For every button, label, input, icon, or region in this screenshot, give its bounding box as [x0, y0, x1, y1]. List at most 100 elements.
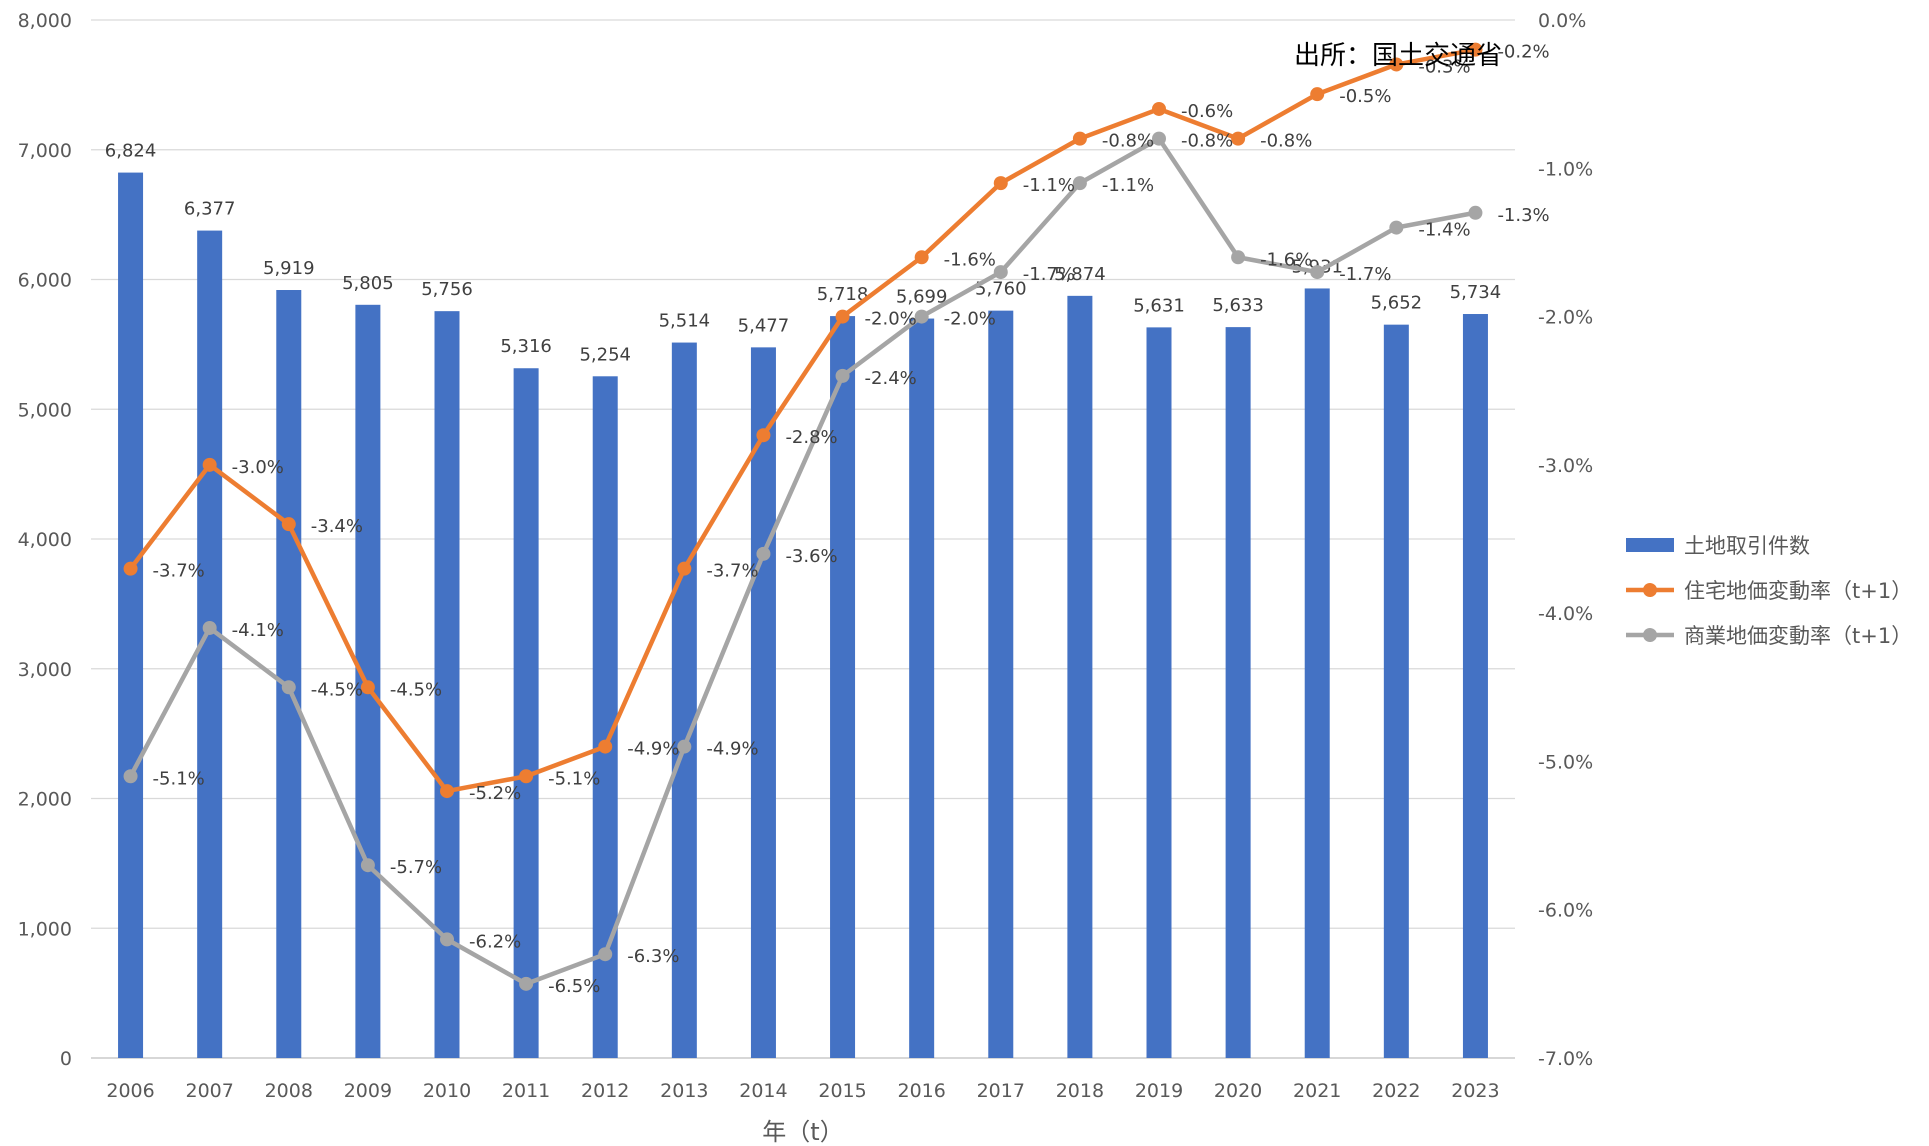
- line-point: [202, 457, 217, 472]
- line-label: -5.1%: [153, 768, 205, 789]
- x-tick-label: 2023: [1451, 1080, 1499, 1102]
- right-axis-ticks: -7.0% -6.0% -5.0% -4.0% -3.0% -2.0% -1.0% 0.0%: [1538, 10, 1593, 1070]
- line-label: -5.7%: [390, 857, 442, 878]
- line-label: -0.8%: [1102, 131, 1154, 152]
- line-point: [1468, 205, 1483, 220]
- line-label: -3.4%: [311, 516, 363, 537]
- bar-data-labels: 6,824 6,377 5,919 5,805 5,756 5,316 5,254 5,514…: [105, 141, 1501, 366]
- line-label: -1.4%: [1418, 220, 1470, 241]
- line-label: -4.9%: [627, 739, 679, 760]
- line-residential-land-price: [128, 47, 1478, 794]
- line-point: [1231, 250, 1246, 265]
- bar: [118, 172, 144, 1058]
- line-label: -1.3%: [1497, 205, 1549, 226]
- line-point: [1072, 176, 1087, 191]
- bar-label: 5,254: [579, 344, 631, 365]
- x-tick-label: 2011: [502, 1080, 550, 1102]
- left-tick-label: 7,000: [18, 140, 72, 162]
- x-tick-label: 2021: [1293, 1080, 1341, 1102]
- x-tick-label: 2014: [739, 1080, 787, 1102]
- line-point: [598, 947, 613, 962]
- line-label: -1.7%: [1023, 264, 1075, 285]
- left-tick-label: 5,000: [18, 399, 72, 421]
- line-label: -5.2%: [469, 783, 521, 804]
- right-tick-label: -5.0%: [1538, 751, 1593, 773]
- bar-label: 5,760: [975, 279, 1027, 300]
- line-series: [123, 42, 1483, 991]
- legend-label: 商業地価変動率（t+1）: [1684, 624, 1912, 648]
- left-tick-label: 8,000: [18, 10, 72, 32]
- line-point: [756, 428, 771, 443]
- line-point: [835, 309, 850, 324]
- line-label: -2.8%: [785, 427, 837, 448]
- line-point: [519, 769, 534, 784]
- x-tick-label: 2008: [265, 1080, 313, 1102]
- line-label: -3.6%: [785, 546, 837, 567]
- right-tick-label: 0.0%: [1538, 10, 1586, 32]
- bar-label: 5,718: [817, 284, 869, 305]
- line-label: -0.2%: [1497, 42, 1549, 63]
- line-point: [677, 739, 692, 754]
- bar-label: 5,874: [1054, 264, 1106, 285]
- line-label: -1.6%: [944, 249, 996, 270]
- x-tick-label: 2007: [185, 1080, 233, 1102]
- line-label: -2.4%: [865, 368, 917, 389]
- bar-label: 5,316: [500, 336, 552, 357]
- line-label: -3.7%: [706, 561, 758, 582]
- line-point: [360, 680, 375, 695]
- x-tick-label: 2016: [897, 1080, 945, 1102]
- x-tick-label: 2018: [1056, 1080, 1104, 1102]
- line-label: -1.7%: [1339, 264, 1391, 285]
- right-tick-label: -4.0%: [1538, 603, 1593, 625]
- line-point: [1310, 265, 1325, 280]
- line-label: -4.9%: [706, 739, 758, 760]
- line-point: [1231, 131, 1246, 146]
- x-tick-label: 2022: [1372, 1080, 1420, 1102]
- bar: [592, 376, 618, 1059]
- bar: [513, 368, 539, 1058]
- line-point: [835, 368, 850, 383]
- line-label: -4.5%: [390, 679, 442, 700]
- line-commercial-land-price: [128, 136, 1478, 987]
- legend-label: 住宅地価変動率（t+1）: [1684, 579, 1912, 603]
- bar: [1067, 295, 1093, 1058]
- right-tick-label: -1.0%: [1538, 158, 1593, 180]
- line-label: -3.0%: [232, 457, 284, 478]
- x-tick-label: 2010: [423, 1080, 471, 1102]
- line-point: [519, 976, 534, 991]
- bar-label: 5,514: [659, 311, 711, 332]
- legend-swatch-marker: [1643, 628, 1657, 642]
- bar: [1304, 288, 1330, 1058]
- x-tick-label: 2017: [977, 1080, 1025, 1102]
- bar-label: 5,477: [738, 315, 790, 336]
- x-tick-label: 2009: [344, 1080, 392, 1102]
- x-axis-ticks: 2006 2007 2008 2009 2010 2011 2012 2013 2014 2015…: [106, 1080, 1499, 1102]
- line-label: -1.6%: [1260, 249, 1312, 270]
- line-point: [360, 858, 375, 873]
- line-point: [202, 620, 217, 635]
- bar: [1146, 327, 1172, 1058]
- line-point: [914, 309, 929, 324]
- line-point: [123, 769, 138, 784]
- line-label: -0.3%: [1418, 56, 1470, 77]
- bar: [988, 310, 1014, 1058]
- line-label: -0.8%: [1260, 131, 1312, 152]
- left-tick-label: 2,000: [18, 789, 72, 811]
- x-tick-label: 2006: [106, 1080, 154, 1102]
- line-label: -1.1%: [1023, 175, 1075, 196]
- left-tick-label: 3,000: [18, 659, 72, 681]
- line-label: -0.5%: [1339, 86, 1391, 107]
- line-label: -2.0%: [865, 309, 917, 330]
- x-tick-label: 2013: [660, 1080, 708, 1102]
- line-label: -6.5%: [548, 976, 600, 997]
- line-label: -0.6%: [1181, 101, 1233, 122]
- left-axis-ticks: 0 1,000 2,000 3,000 4,000 5,000 6,000 7,000 8,00…: [18, 10, 72, 1070]
- right-tick-label: -2.0%: [1538, 307, 1593, 329]
- line-point: [1072, 131, 1087, 146]
- line-point: [598, 739, 613, 754]
- bar: [671, 342, 697, 1059]
- line-data-labels: -3.7% -3.0% -3.4% -4.5% -5.2% -5.1% -4.9% -3.7%…: [153, 42, 1550, 997]
- legend-label: 土地取引件数: [1684, 534, 1810, 558]
- left-tick-label: 4,000: [18, 529, 72, 551]
